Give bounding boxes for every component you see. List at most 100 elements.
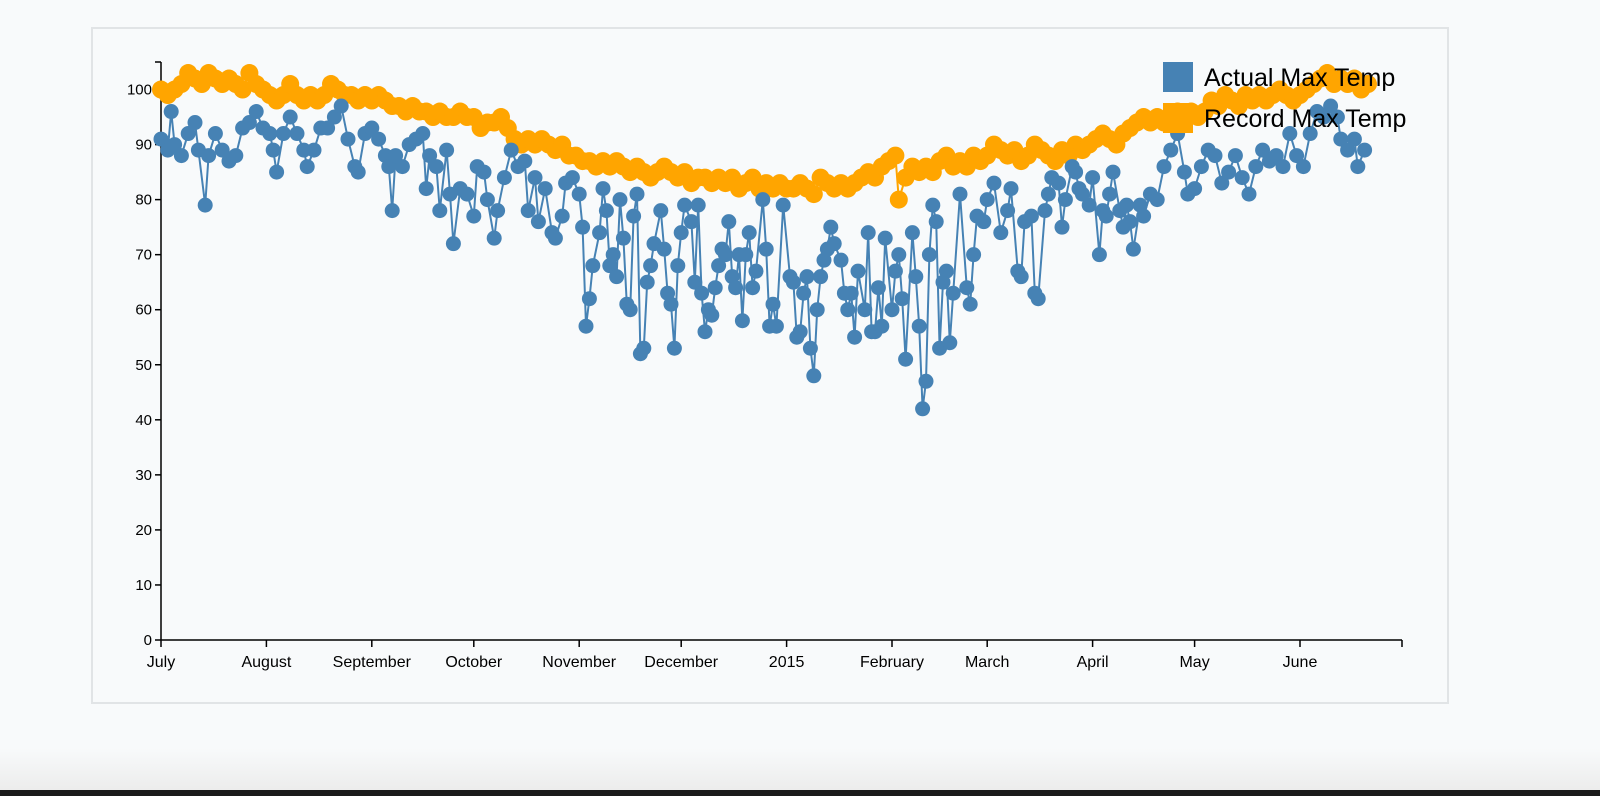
data-point-actual	[1275, 159, 1291, 175]
data-point-actual	[571, 186, 587, 202]
data-point-actual	[1102, 186, 1118, 202]
y-tick-label: 0	[144, 632, 152, 649]
data-point-actual	[1023, 208, 1039, 224]
legend-swatch	[1163, 62, 1193, 92]
data-point-actual	[1346, 131, 1362, 147]
data-point-actual	[1003, 181, 1019, 197]
data-point-actual	[683, 214, 699, 230]
data-point-actual	[609, 269, 625, 285]
data-point-actual	[1119, 197, 1135, 213]
series-line-actual	[160, 103, 1366, 409]
bottom-bar	[0, 790, 1600, 796]
data-point-actual	[768, 318, 784, 334]
data-point-actual	[1329, 109, 1345, 125]
data-point-actual	[564, 170, 580, 186]
data-point-actual	[928, 214, 944, 230]
x-tick-label: December	[644, 654, 718, 671]
data-point-actual	[592, 225, 608, 241]
data-point-actual	[1085, 170, 1101, 186]
data-point-actual	[1176, 164, 1192, 180]
data-point-actual	[677, 197, 693, 213]
legend-label: Actual Max Temp	[1204, 64, 1395, 92]
data-point-actual	[187, 115, 203, 131]
data-point-actual	[520, 203, 536, 219]
data-point-actual	[1221, 164, 1237, 180]
data-point-actual	[306, 142, 322, 158]
data-point-actual	[479, 192, 495, 208]
data-point-actual	[605, 247, 621, 263]
data-point-actual	[840, 302, 856, 318]
y-tick-label: 20	[135, 522, 152, 539]
data-point-actual	[741, 225, 757, 241]
data-point-actual	[207, 126, 223, 142]
y-tick-label: 10	[135, 577, 152, 594]
data-point-actual	[333, 98, 349, 114]
data-point-actual	[918, 373, 934, 389]
data-point-actual	[439, 142, 455, 158]
data-point-actual	[666, 340, 682, 356]
data-point-actual	[915, 401, 931, 417]
data-point-actual	[1163, 142, 1179, 158]
y-tick-label: 80	[135, 192, 152, 209]
data-point-actual	[1255, 142, 1271, 158]
x-tick-label: March	[965, 654, 1009, 671]
data-point-actual	[1234, 170, 1250, 186]
data-point-actual	[530, 214, 546, 230]
x-tick-label: September	[333, 654, 412, 671]
x-tick-label: August	[241, 654, 291, 671]
data-point-actual	[843, 285, 859, 301]
y-tick-label: 30	[135, 467, 152, 484]
data-point-actual	[833, 252, 849, 268]
data-point-actual	[394, 159, 410, 175]
data-point-actual	[765, 296, 781, 312]
data-point-actual	[966, 247, 982, 263]
data-point-actual	[874, 318, 890, 334]
data-point-actual	[976, 214, 992, 230]
data-point-actual	[1149, 192, 1165, 208]
data-point-actual	[911, 318, 927, 334]
x-tick-label: July	[147, 654, 175, 671]
y-tick-label: 90	[135, 137, 152, 154]
data-point-actual	[1282, 126, 1298, 142]
data-point-actual	[1098, 208, 1114, 224]
x-tick-label: May	[1179, 654, 1209, 671]
data-point-actual	[1289, 148, 1305, 164]
data-point-actual	[381, 159, 397, 175]
data-point-actual	[711, 258, 727, 274]
data-point-actual	[1323, 98, 1339, 114]
data-point-actual	[796, 285, 812, 301]
data-point-record	[804, 185, 823, 204]
data-point-actual	[1054, 219, 1070, 235]
data-point-actual	[877, 230, 893, 246]
data-point-actual	[979, 192, 995, 208]
y-tick-label: 60	[135, 302, 152, 319]
data-point-actual	[1037, 203, 1053, 219]
y-tick-label: 100	[127, 82, 152, 99]
data-point-actual	[850, 263, 866, 279]
data-point-actual	[554, 208, 570, 224]
data-point-actual	[785, 274, 801, 290]
data-point-actual	[1357, 142, 1373, 158]
data-point-actual	[282, 109, 298, 125]
data-point-actual	[585, 258, 601, 274]
data-point-actual	[1207, 148, 1223, 164]
data-point-actual	[1333, 131, 1349, 147]
legend-swatch	[1163, 103, 1193, 133]
data-point-actual	[1057, 192, 1073, 208]
data-point-actual	[993, 225, 1009, 241]
data-point-actual	[547, 230, 563, 246]
data-point-actual	[476, 164, 492, 180]
data-point-actual	[445, 236, 461, 252]
data-point-actual	[962, 296, 978, 312]
data-point-actual	[639, 274, 655, 290]
data-point-actual	[745, 280, 761, 296]
data-point-actual	[673, 225, 689, 241]
data-point-actual	[734, 313, 750, 329]
data-point-actual	[1122, 214, 1138, 230]
data-point-actual	[721, 214, 737, 230]
data-point-actual	[340, 131, 356, 147]
data-point-actual	[925, 197, 941, 213]
data-point-actual	[728, 280, 744, 296]
data-point-actual	[636, 340, 652, 356]
